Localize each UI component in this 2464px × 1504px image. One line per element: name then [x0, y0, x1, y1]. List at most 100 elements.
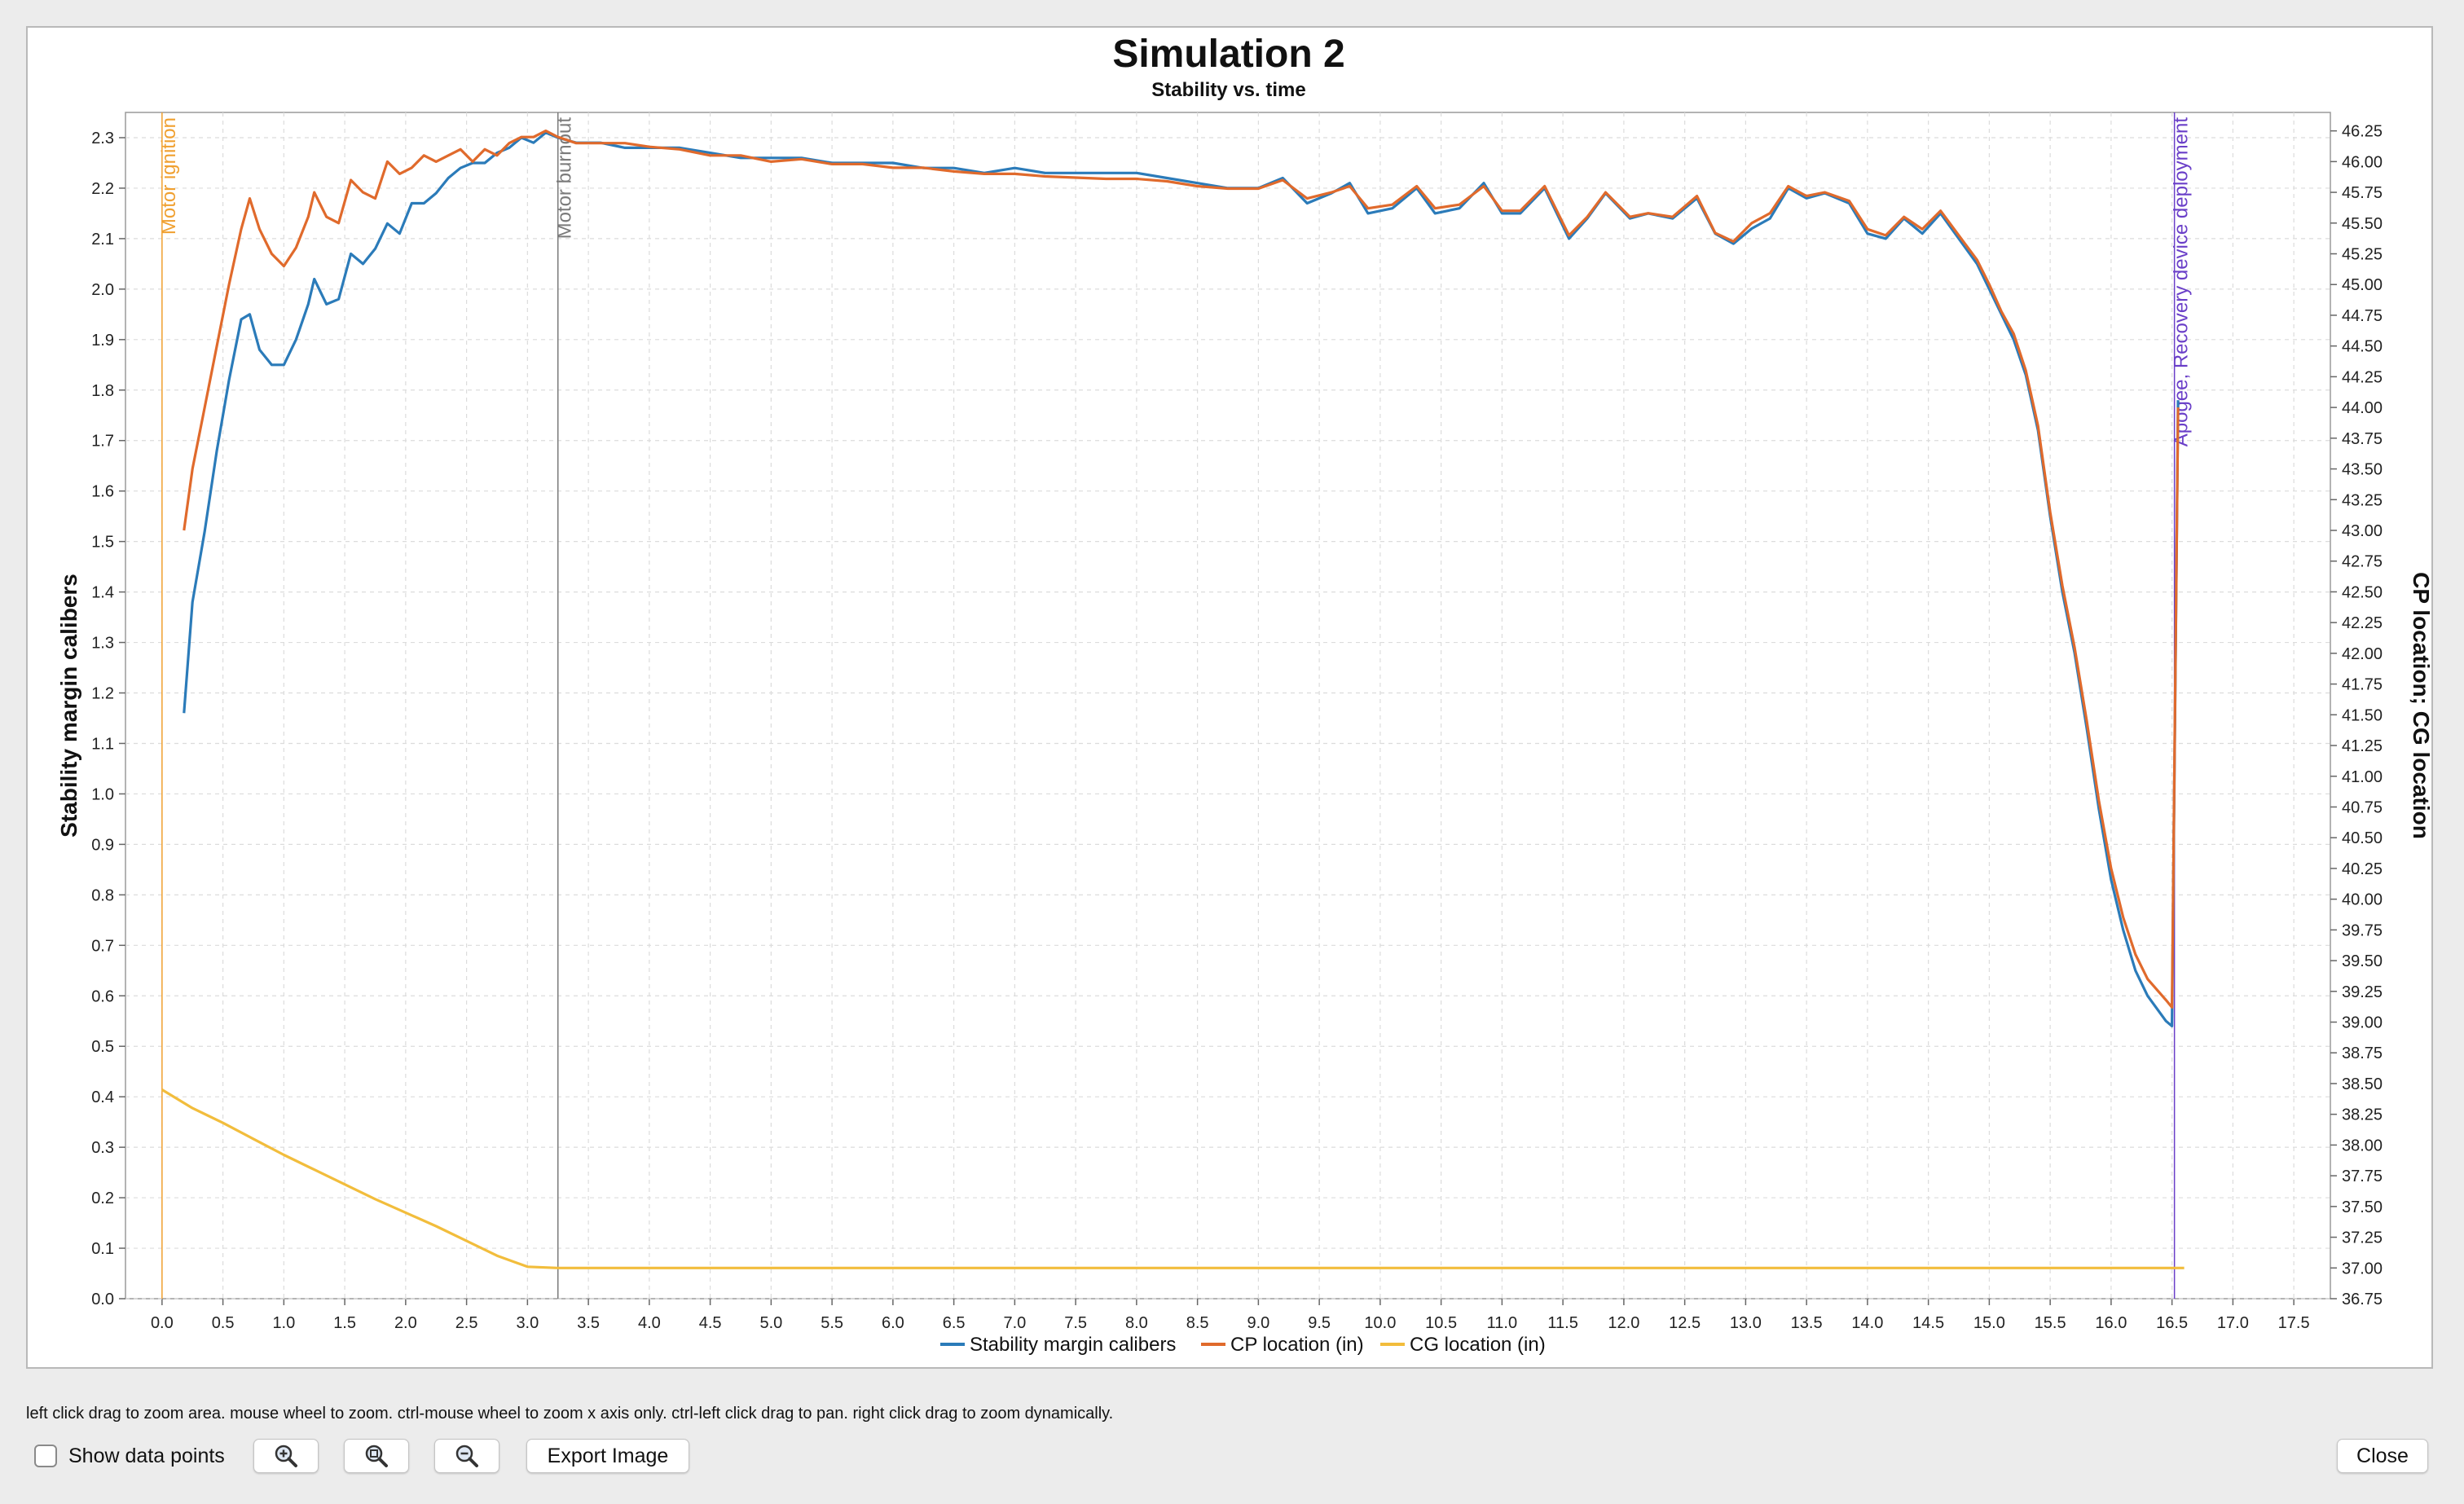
x-tick-label: 9.5 [1308, 1314, 1331, 1332]
y2-tick-label: 40.75 [2342, 798, 2383, 816]
y2-tick-label: 45.00 [2342, 276, 2383, 294]
series-line [183, 130, 2180, 1009]
plot-area [125, 112, 2331, 1300]
x-tick-label: 1.0 [272, 1314, 295, 1332]
legend-label: CP location (in) [1230, 1334, 1364, 1356]
y2-axis-label: CP location; CG location [2409, 572, 2431, 839]
show-data-points-checkbox[interactable] [34, 1445, 57, 1467]
y2-tick-label: 38.25 [2342, 1106, 2383, 1124]
x-tick-label: 2.5 [455, 1314, 478, 1332]
y2-tick-label: 44.25 [2342, 368, 2383, 386]
y2-tick-label: 39.25 [2342, 983, 2383, 1001]
x-tick-label: 11.0 [1487, 1314, 1517, 1332]
y2-tick-label: 46.00 [2342, 153, 2383, 171]
series-line [161, 1088, 2185, 1269]
x-tick-label: 3.5 [577, 1314, 600, 1332]
x-tick-label: 0.5 [212, 1314, 235, 1332]
x-tick-label: 10.5 [1425, 1314, 1457, 1332]
x-tick-label: 14.5 [1912, 1314, 1944, 1332]
y2-tick-label: 37.50 [2342, 1198, 2383, 1216]
zoom-fit-icon [365, 1445, 388, 1467]
stability-chart[interactable]: Simulation 2 Stability vs. time 0.0 0.5 1.0 1… [28, 28, 2431, 1367]
zoom-out-icon [455, 1445, 478, 1467]
x-tick-label: 5.5 [821, 1314, 843, 1332]
x-tick-label: 9.0 [1247, 1314, 1269, 1332]
interaction-hint: left click drag to zoom area. mouse whee… [26, 1405, 1114, 1423]
y-tick-label: 1.1 [91, 735, 114, 753]
close-button[interactable]: Close [2337, 1439, 2428, 1473]
y2-tick-label: 42.00 [2342, 645, 2383, 663]
x-tick-label: 12.0 [1608, 1314, 1639, 1332]
y2-tick-label: 45.25 [2342, 246, 2383, 264]
y-tick-label: 1.9 [91, 332, 114, 350]
legend-label: Stability margin calibers [970, 1334, 1176, 1356]
series-line [183, 131, 2180, 1027]
y2-tick-label: 38.50 [2342, 1075, 2383, 1093]
y2-tick-label: 43.00 [2342, 522, 2383, 540]
show-data-points-toggle[interactable]: Show data points [34, 1442, 225, 1470]
y2-tick-label: 41.50 [2342, 706, 2383, 724]
y2-tick-label: 44.75 [2342, 307, 2383, 325]
x-tick-label: 0.0 [151, 1314, 174, 1332]
x-tick-label: 8.0 [1125, 1314, 1148, 1332]
y-tick-label: 1.4 [91, 584, 114, 602]
x-tick-label: 11.5 [1547, 1314, 1577, 1332]
y-tick-label: 0.8 [91, 886, 114, 904]
y2-tick-label: 36.75 [2342, 1291, 2383, 1308]
export-image-button[interactable]: Export Image [526, 1439, 689, 1473]
y-tick-label: 0.4 [91, 1088, 114, 1106]
show-data-points-label: Show data points [68, 1444, 225, 1467]
y2-tick-label: 45.75 [2342, 184, 2383, 202]
chart-panel[interactable]: Simulation 2 Stability vs. time 0.0 0.5 1.0 1… [26, 26, 2433, 1369]
y-axis-label: Stability margin calibers [56, 574, 81, 838]
y2-tick-label: 45.50 [2342, 215, 2383, 233]
x-tick-label: 2.0 [394, 1314, 417, 1332]
zoom-fit-button[interactable] [344, 1439, 409, 1473]
x-tick-label: 4.0 [638, 1314, 661, 1332]
y2-tick-label: 41.00 [2342, 768, 2383, 786]
y2-tick-label: 40.00 [2342, 891, 2383, 909]
x-tick-label: 6.5 [943, 1314, 966, 1332]
zoom-in-button[interactable] [253, 1439, 319, 1473]
x-tick-label: 16.5 [2156, 1314, 2188, 1332]
y2-tick-label: 37.75 [2342, 1168, 2383, 1185]
y-tick-label: 2.2 [91, 180, 114, 198]
y2-tick-label: 39.00 [2342, 1014, 2383, 1032]
x-tick-label: 1.5 [333, 1314, 356, 1332]
y-tick-label: 0.6 [91, 987, 114, 1005]
x-tick-label: 14.0 [1851, 1314, 1883, 1332]
y-tick-label: 0.0 [91, 1291, 114, 1308]
y-tick-label: 1.7 [91, 433, 114, 451]
x-tick-label: 12.5 [1669, 1314, 1701, 1332]
event-marker-label: Motor ignition [158, 117, 180, 235]
y2-tick-label: 37.00 [2342, 1260, 2383, 1278]
y-tick-label: 0.1 [91, 1240, 114, 1258]
y-tick-label: 0.5 [91, 1038, 114, 1056]
x-tick-label: 15.0 [1973, 1314, 2005, 1332]
y2-tick-label: 44.00 [2342, 399, 2383, 417]
y2-tick-label: 43.50 [2342, 461, 2383, 479]
y2-tick-label: 42.50 [2342, 583, 2383, 601]
y2-tick-label: 43.25 [2342, 491, 2383, 509]
chart-title: Simulation 2 [1112, 33, 1344, 76]
y2-tick-label: 42.75 [2342, 553, 2383, 571]
zoom-out-button[interactable] [434, 1439, 499, 1473]
bottom-toolbar: Show data points Export Image [26, 1436, 2438, 1475]
x-tick-label: 15.5 [2035, 1314, 2066, 1332]
x-tick-label: 3.0 [516, 1314, 539, 1332]
y-tick-label: 0.2 [91, 1190, 114, 1207]
y-tick-label: 0.7 [91, 937, 114, 955]
zoom-in-icon [275, 1445, 297, 1467]
y-tick-label: 1.8 [91, 382, 114, 400]
chart-subtitle: Stability vs. time [1151, 79, 1305, 101]
y2-tick-label: 46.25 [2342, 123, 2383, 141]
y2-tick-label: 37.25 [2342, 1229, 2383, 1247]
x-tick-label: 4.5 [699, 1314, 722, 1332]
y-tick-label: 1.5 [91, 534, 114, 552]
y2-tick-label: 42.25 [2342, 614, 2383, 632]
x-tick-label: 6.0 [882, 1314, 904, 1332]
event-marker-label: Apogee, Recovery device deployment [2171, 117, 2193, 447]
x-tick-label: 7.0 [1003, 1314, 1026, 1332]
y2-tick-label: 40.25 [2342, 860, 2383, 878]
